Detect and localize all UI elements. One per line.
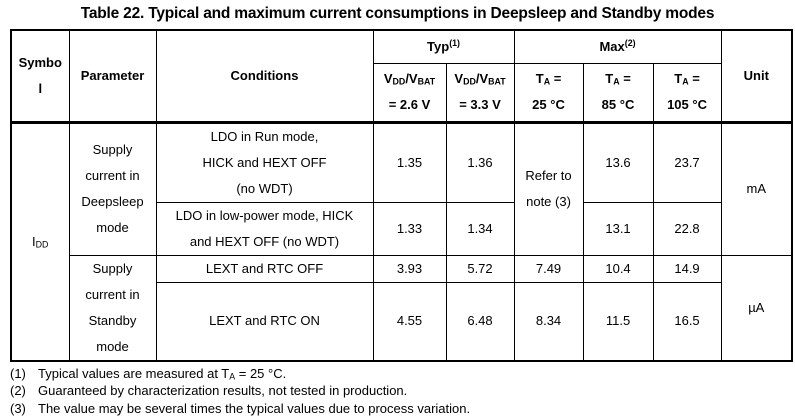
footnote-text: Typical values are measured at TA = 25 °… <box>38 365 287 381</box>
header-group-row: Symbol Parameter Conditions Typ(1) Max(2… <box>10 29 793 123</box>
col-header-typ-vdd-3v3: VDD/VBAT = 3.3 V <box>445 62 515 123</box>
table-header: Symbol Parameter Conditions Typ(1) Max(2… <box>10 29 793 123</box>
parameter-cell-standby: Supply current in Standby mode <box>68 254 157 361</box>
footnote-text: The value may be several times the typic… <box>38 400 471 416</box>
value-standby-on-max-85c: 11.5 <box>582 282 654 361</box>
value-standby-off-max-105c: 14.9 <box>652 254 722 284</box>
parameter-cell-deepsleep: Supply current in Deepsleep mode <box>68 120 157 256</box>
footnote-text: Guaranteed by characterization results, … <box>38 383 408 398</box>
table-body: IDD Supply current in Deepsleep mode LDO… <box>10 120 793 361</box>
footnotes: (1) Typical values are measured at TA = … <box>10 365 795 418</box>
value-deepsleep-lp-max-85c: 13.1 <box>582 201 654 256</box>
footnote-1: (1) Typical values are measured at TA = … <box>10 365 795 383</box>
table-title: Table 22. Typical and maximum current co… <box>80 5 715 22</box>
col-header-max-ta-105c: TA = 105 °C <box>652 62 722 123</box>
value-standby-off-max-85c: 10.4 <box>582 254 654 284</box>
row-standby-rtc-off: Supply current in Standby mode LEXT and … <box>11 254 793 361</box>
col-header-symbol: Symbol <box>10 29 70 123</box>
value-standby-on-typ-3v3: 6.48 <box>445 282 515 361</box>
value-standby-on-max-25c: 8.34 <box>513 282 584 361</box>
value-standby-on-max-105c: 16.5 <box>652 282 722 361</box>
unit-cell-standby: µA <box>720 254 793 361</box>
value-deepsleep-run-max-105c: 23.7 <box>652 120 722 203</box>
row-deepsleep-run: IDD Supply current in Deepsleep mode LDO… <box>10 120 793 361</box>
value-standby-on-typ-2v6: 4.55 <box>372 282 447 361</box>
conditions-cell-ldo-lowpower: LDO in low-power mode, HICK and HEXT OFF… <box>155 201 374 256</box>
value-deepsleep-run-typ-3v3: 1.36 <box>445 120 515 203</box>
row-standby-rtc-on: LEXT and RTC ON 4.55 6.48 8.34 11.5 16.5 <box>11 282 792 361</box>
current-consumption-table: Symbol Parameter Conditions Typ(1) Max(2… <box>10 29 794 362</box>
value-standby-off-max-25c: 7.49 <box>513 254 584 284</box>
value-standby-off-typ-3v3: 5.72 <box>445 254 515 284</box>
value-standby-off-typ-2v6: 3.93 <box>372 254 447 284</box>
footnote-3: (3) The value may be several times the t… <box>10 400 795 418</box>
value-deepsleep-lp-max-105c: 22.8 <box>652 201 722 256</box>
conditions-cell-lext-off: LEXT and RTC OFF <box>155 254 374 284</box>
col-header-max-ta-85c: TA = 85 °C <box>582 62 654 123</box>
col-group-typ: Typ(1) <box>372 29 515 64</box>
col-header-typ-vdd-2v6: VDD/VBAT = 2.6 V <box>372 62 447 123</box>
value-deepsleep-run-max-85c: 13.6 <box>582 120 654 203</box>
value-deepsleep-max-25c-note: Refer to note (3) <box>513 120 584 256</box>
value-deepsleep-lp-typ-2v6: 1.33 <box>372 201 447 256</box>
col-header-parameter: Parameter <box>68 29 157 123</box>
row-deepsleep-lowpower: LDO in low-power mode, HICK and HEXT OFF… <box>11 201 792 256</box>
footnote-number: (3) <box>10 400 26 416</box>
footnote-number: (2) <box>10 383 26 398</box>
conditions-cell-lext-on: LEXT and RTC ON <box>155 282 374 361</box>
unit-cell-deepsleep: mA <box>720 120 793 256</box>
footnote-2: (2) Guaranteed by characterization resul… <box>10 382 795 400</box>
col-header-conditions: Conditions <box>155 29 374 123</box>
col-header-max-ta-25c: TA = 25 °C <box>513 62 584 123</box>
footnote-number: (1) <box>10 365 26 381</box>
conditions-cell-ldo-run: LDO in Run mode, HICK and HEXT OFF (no W… <box>155 120 374 203</box>
value-deepsleep-lp-typ-3v3: 1.34 <box>445 201 515 256</box>
symbol-cell-idd: IDD <box>10 120 70 361</box>
col-group-max: Max(2) <box>513 29 722 64</box>
value-deepsleep-run-typ-2v6: 1.35 <box>372 120 447 203</box>
header-sub-row: VDD/VBAT = 2.6 V VDD/VBAT = 3.3 V TA = 2… <box>11 62 792 123</box>
col-header-unit: Unit <box>720 29 793 123</box>
